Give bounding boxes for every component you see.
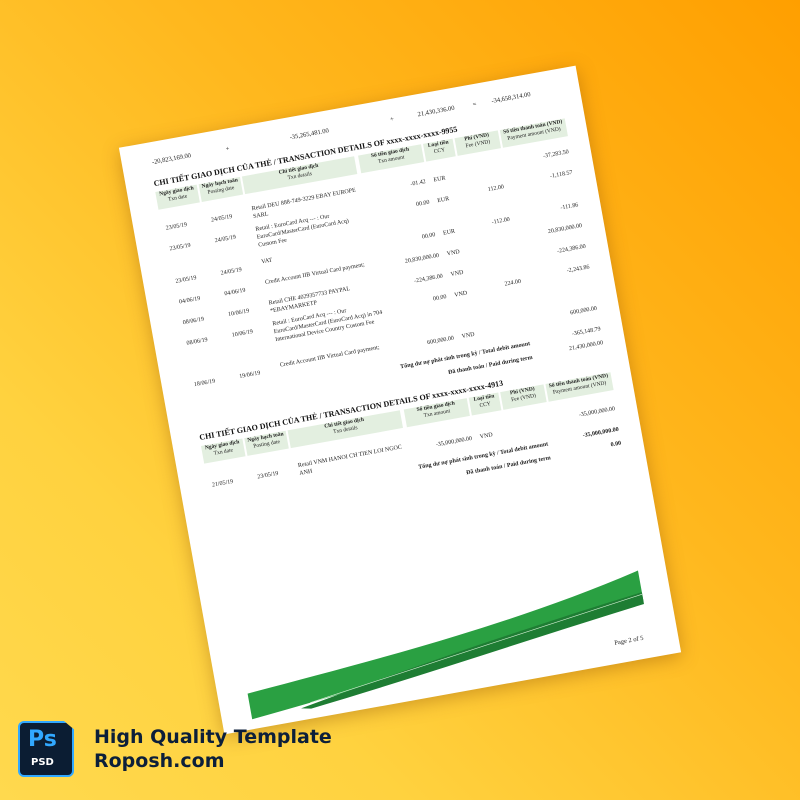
brand-tagline: High Quality Template	[94, 726, 332, 748]
column-header: Ngày hạch toán Posting date	[198, 176, 244, 202]
txn-amount: 600,000.00	[426, 335, 455, 347]
payment-amount: -111.86	[560, 202, 579, 212]
badge-bottom: PSD	[31, 757, 54, 768]
column-header: Số tiền thanh toán (VND) Payment amount (…	[545, 372, 614, 402]
txn-date: 23/05/19	[165, 222, 188, 232]
posting-date: 19/06/19	[238, 370, 261, 381]
column-header-en: CCY	[433, 147, 446, 156]
currency: VND	[453, 290, 468, 299]
currency: VND	[479, 432, 494, 441]
brand-site: Roposh.com	[94, 750, 225, 772]
fee: -112.00	[491, 216, 511, 226]
payment-amount: -37,283.50	[542, 149, 570, 160]
txn-date: 18/06/19	[193, 378, 216, 389]
fee	[506, 419, 545, 426]
footer-wave-light	[247, 570, 644, 720]
txn-date: 23/05/19	[175, 275, 198, 285]
summary-value: 21,430,336.00	[417, 104, 456, 119]
currency: VND	[446, 249, 461, 258]
fee	[477, 257, 516, 264]
statement-content: -20,823,169.00 + -35,265,481.00 +21,430,336…	[119, 66, 621, 488]
txn-date: 04/06/19	[178, 295, 201, 306]
column-header: Số tiền thanh toán (VND) Payment amount (…	[499, 118, 568, 148]
txn-amount: 00.00	[432, 294, 448, 303]
statement-page: -20,823,169.00 + -35,265,481.00 +21,430,336…	[118, 65, 682, 735]
fee: 112.00	[487, 184, 505, 194]
currency: EUR	[433, 175, 447, 184]
posting-date: 24/05/19	[214, 234, 237, 245]
footer-wave-line	[310, 593, 643, 703]
currency: VND	[461, 331, 476, 341]
txn-amount: -35,000,000.00	[435, 435, 473, 449]
column-header-en: CCY	[479, 401, 492, 409]
column-header: Ngày giao dịch Txn date	[155, 184, 200, 210]
posting-date: 10/06/19	[227, 308, 250, 319]
txn-date: 21/05/19	[211, 478, 234, 489]
column-header: Phí (VND) Fee (VND)	[500, 384, 547, 410]
payment-amount: 600,000.00	[569, 305, 598, 317]
column-header: Ngày giao dịch Txn date	[200, 438, 246, 464]
column-header: Phí (VND) Fee (VND)	[454, 130, 501, 156]
fee	[473, 236, 512, 243]
fee	[488, 319, 527, 326]
posting-date: 23/05/19	[256, 470, 280, 481]
photoshop-psd-icon: Ps PSD	[18, 721, 74, 777]
fee	[460, 163, 499, 170]
summary-value: =	[472, 100, 478, 109]
payment-amount: -35,000,000.00	[578, 406, 616, 419]
summary-value: -20,823,169.00	[151, 152, 192, 167]
payment-amount: -224,386.00	[556, 243, 587, 255]
fee: 224.00	[504, 278, 522, 288]
txn-amount: 00.00	[415, 199, 431, 208]
footer-wave	[247, 570, 644, 720]
payment-amount: -2,243.86	[566, 264, 591, 275]
payment-amount: -1,118.57	[549, 169, 574, 180]
txn-amount: -01.42	[410, 179, 427, 188]
summary-value: +	[389, 115, 395, 124]
txn-amount: -224,386.00	[413, 273, 444, 285]
currency: VND	[450, 269, 465, 279]
summary-value: -35,265,481.00	[289, 127, 330, 142]
txn-date: 23/05/19	[169, 242, 192, 253]
payment-amount: 20,830,000.00	[547, 223, 583, 236]
summary-value: -34,658,314.00	[490, 91, 532, 106]
posting-date: 24/05/19	[220, 267, 243, 277]
column-header: Loại tiền CCY	[423, 138, 456, 162]
posting-date: 10/06/19	[231, 329, 254, 339]
txn-date: 08/06/19	[186, 337, 209, 347]
branding: Ps PSD High Quality Template Roposh.com	[18, 721, 332, 777]
currency: EUR	[442, 228, 456, 237]
txn-details: Credit Account IIB Virtual Card payment;	[279, 344, 380, 369]
column-header: Loại tiền CCY	[468, 392, 502, 416]
posting-date: 24/05/19	[210, 213, 233, 224]
txn-amount: 00.00	[421, 232, 436, 241]
txn-amount: 20,830,000.00	[404, 252, 440, 265]
posting-date: 04/06/19	[223, 287, 247, 298]
badge-top: Ps	[28, 727, 57, 752]
currency: EUR	[436, 196, 450, 205]
summary-value: +	[225, 145, 231, 153]
txn-date: 08/06/19	[182, 316, 205, 327]
footer-wave-dark	[301, 592, 644, 709]
column-header: Ngày hạch toán Posting date	[244, 430, 289, 456]
